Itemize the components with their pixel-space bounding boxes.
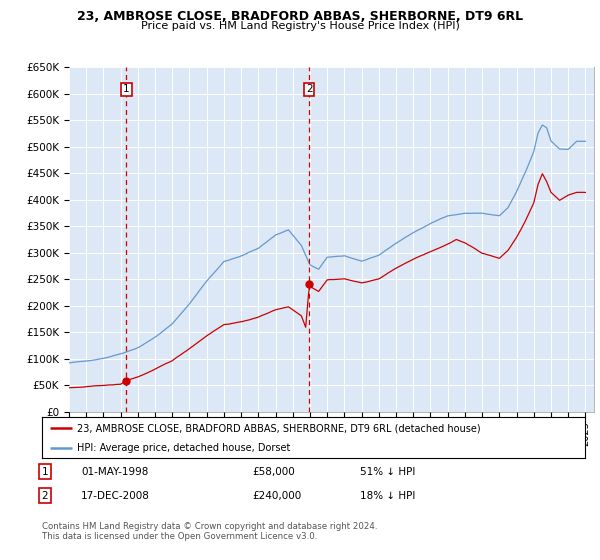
Text: HPI: Average price, detached house, Dorset: HPI: Average price, detached house, Dors…: [77, 444, 290, 453]
Text: 2: 2: [306, 85, 313, 95]
Text: 23, AMBROSE CLOSE, BRADFORD ABBAS, SHERBORNE, DT9 6RL: 23, AMBROSE CLOSE, BRADFORD ABBAS, SHERB…: [77, 10, 523, 22]
Text: 18% ↓ HPI: 18% ↓ HPI: [360, 491, 415, 501]
Text: 1: 1: [41, 466, 49, 477]
Text: £240,000: £240,000: [252, 491, 301, 501]
Text: 51% ↓ HPI: 51% ↓ HPI: [360, 466, 415, 477]
Text: £58,000: £58,000: [252, 466, 295, 477]
Bar: [127, 67, 309, 412]
Text: 23, AMBROSE CLOSE, BRADFORD ABBAS, SHERBORNE, DT9 6RL (detached house): 23, AMBROSE CLOSE, BRADFORD ABBAS, SHERB…: [77, 423, 481, 433]
Text: Contains HM Land Registry data © Crown copyright and database right 2024.
This d: Contains HM Land Registry data © Crown c…: [42, 522, 377, 542]
Text: 01-MAY-1998: 01-MAY-1998: [81, 466, 148, 477]
Text: Price paid vs. HM Land Registry's House Price Index (HPI): Price paid vs. HM Land Registry's House …: [140, 21, 460, 31]
Text: 1: 1: [123, 85, 130, 95]
Text: 17-DEC-2008: 17-DEC-2008: [81, 491, 150, 501]
Text: 2: 2: [41, 491, 49, 501]
